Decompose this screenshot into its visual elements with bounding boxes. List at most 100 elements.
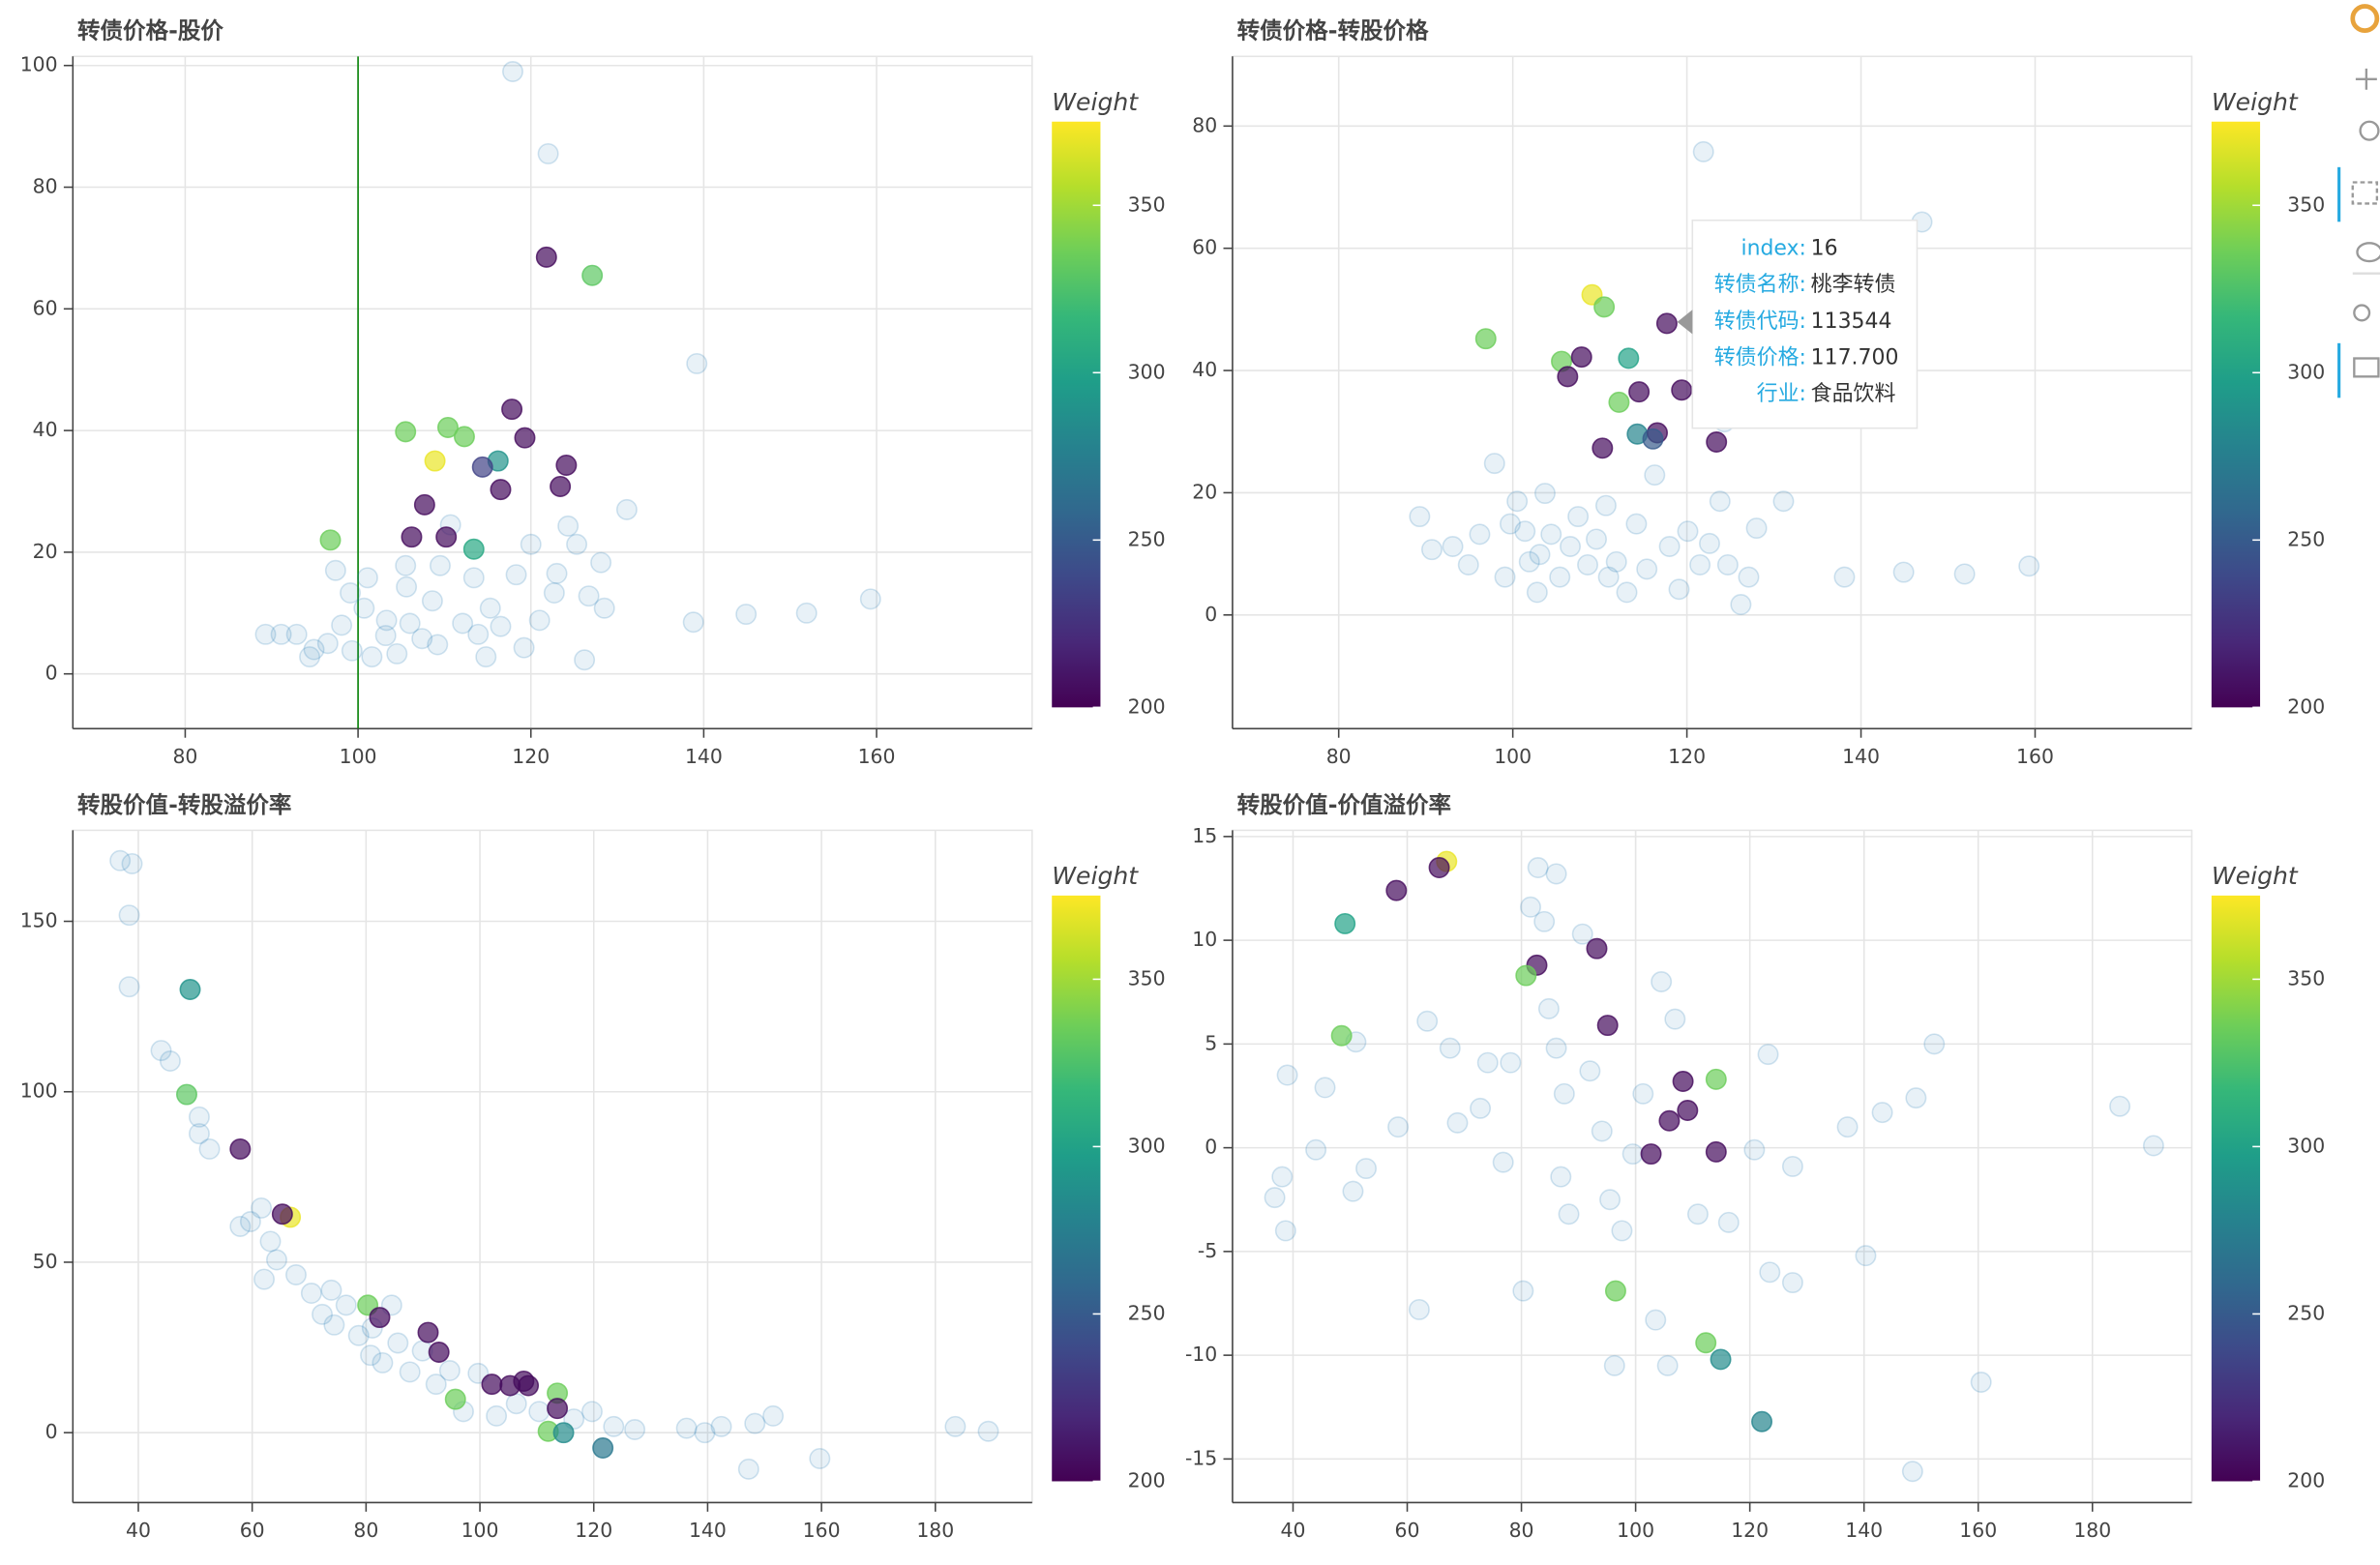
x-tick-label: 60 [1395, 1519, 1420, 1542]
point [1446, 1111, 1469, 1134]
point [1264, 1187, 1286, 1209]
box-select-tool[interactable] [2351, 181, 2379, 205]
highlight-point [1642, 428, 1664, 450]
x-tick-label: 160 [803, 1519, 841, 1542]
point [1355, 1158, 1378, 1180]
x-tick-label: 140 [689, 1519, 727, 1542]
point [1730, 594, 1752, 616]
highlight-point [1677, 1100, 1699, 1121]
point [1271, 1166, 1294, 1188]
chart-title: 转债价格-股价 [77, 17, 223, 44]
highlight-point [1671, 379, 1693, 401]
colorbar-title: Weight [2212, 88, 2299, 116]
point [603, 1415, 625, 1437]
highlight-point [490, 479, 512, 501]
point [340, 582, 362, 605]
colorbar-tick-label: 200 [1128, 1468, 1166, 1491]
highlight-point [1593, 296, 1616, 318]
hover-tool[interactable] [2353, 357, 2380, 378]
point [1636, 558, 1658, 580]
point [1469, 523, 1491, 546]
point [239, 1211, 261, 1233]
point [486, 1404, 508, 1427]
pan-tool[interactable] [2355, 68, 2377, 90]
point [375, 609, 398, 632]
colorbar-tick-label: 300 [2287, 1134, 2325, 1157]
point [1651, 971, 1673, 992]
point [1533, 910, 1556, 932]
point [1526, 581, 1548, 604]
tooltip-label: 转债代码: [1714, 310, 1806, 334]
x-tick-label: 100 [1494, 745, 1532, 768]
point [1970, 1372, 1992, 1393]
point [229, 1215, 252, 1237]
y-tick-label: 60 [1192, 236, 1217, 259]
highlight-point [453, 426, 475, 448]
x-tick-label: 160 [858, 745, 896, 768]
point [694, 1422, 716, 1444]
colorbar-tick-label: 200 [2287, 694, 2325, 718]
reset-tool[interactable] [2353, 304, 2371, 322]
point [501, 61, 523, 82]
point [1529, 544, 1551, 566]
point [1871, 1102, 1893, 1124]
point [1416, 1010, 1439, 1032]
point [1387, 1116, 1410, 1138]
y-tick-label: 80 [1192, 113, 1217, 136]
x-tick-label: 120 [1731, 1519, 1769, 1542]
point [118, 976, 140, 998]
tooltip-arrow [1677, 310, 1693, 335]
highlight-point [435, 526, 458, 548]
point [1314, 1077, 1336, 1099]
point [475, 646, 497, 668]
point [1781, 1272, 1803, 1294]
highlight-point [428, 1342, 450, 1363]
point [580, 1401, 603, 1423]
highlight-point [581, 264, 604, 286]
point [1625, 513, 1648, 535]
point [300, 1283, 322, 1305]
point [1905, 1087, 1927, 1109]
highlight-point [1586, 937, 1608, 960]
point [1457, 553, 1479, 576]
y-tick-label: 10 [1192, 928, 1217, 951]
highlight-point [550, 475, 572, 497]
zoom-tool[interactable] [2359, 120, 2380, 141]
plot: 转股价值-价值溢价率 40 60 80 100 120 140 160 180 -15 -10 -5 0… [1185, 791, 2325, 1542]
point [1605, 550, 1627, 573]
point [1470, 1097, 1492, 1119]
highlight-point [271, 1203, 293, 1225]
logo [2350, 4, 2380, 33]
point [1901, 1461, 1923, 1483]
point [1420, 539, 1443, 561]
point [1892, 561, 1915, 583]
point [341, 639, 363, 662]
colorbar-tick-label: 350 [2287, 966, 2325, 989]
tooltip-label: 行业: [1757, 382, 1806, 406]
lasso-tool[interactable] [2356, 242, 2380, 263]
highlight-point [1557, 366, 1579, 388]
tooltip-label: index: [1740, 237, 1805, 261]
highlight-point [547, 1398, 569, 1420]
colorbar [1052, 895, 1101, 1482]
point [188, 1123, 210, 1145]
highlight-point [1751, 1410, 1773, 1432]
tooltip-value: 16 [1811, 237, 1838, 261]
point [735, 604, 758, 626]
point [374, 625, 397, 647]
point [1677, 520, 1699, 543]
point [1855, 1245, 1877, 1267]
point [1439, 1037, 1461, 1059]
x-tick-label: 120 [1668, 745, 1706, 768]
chart-title: 转股价值-转股溢价率 [77, 791, 291, 818]
highlight-point [1515, 964, 1537, 987]
point [624, 1419, 646, 1440]
point [590, 551, 612, 574]
point [737, 1458, 759, 1480]
highlight-point [1655, 312, 1678, 335]
point [1549, 566, 1571, 588]
point [2018, 555, 2040, 577]
point [1540, 523, 1562, 546]
point [520, 533, 542, 555]
